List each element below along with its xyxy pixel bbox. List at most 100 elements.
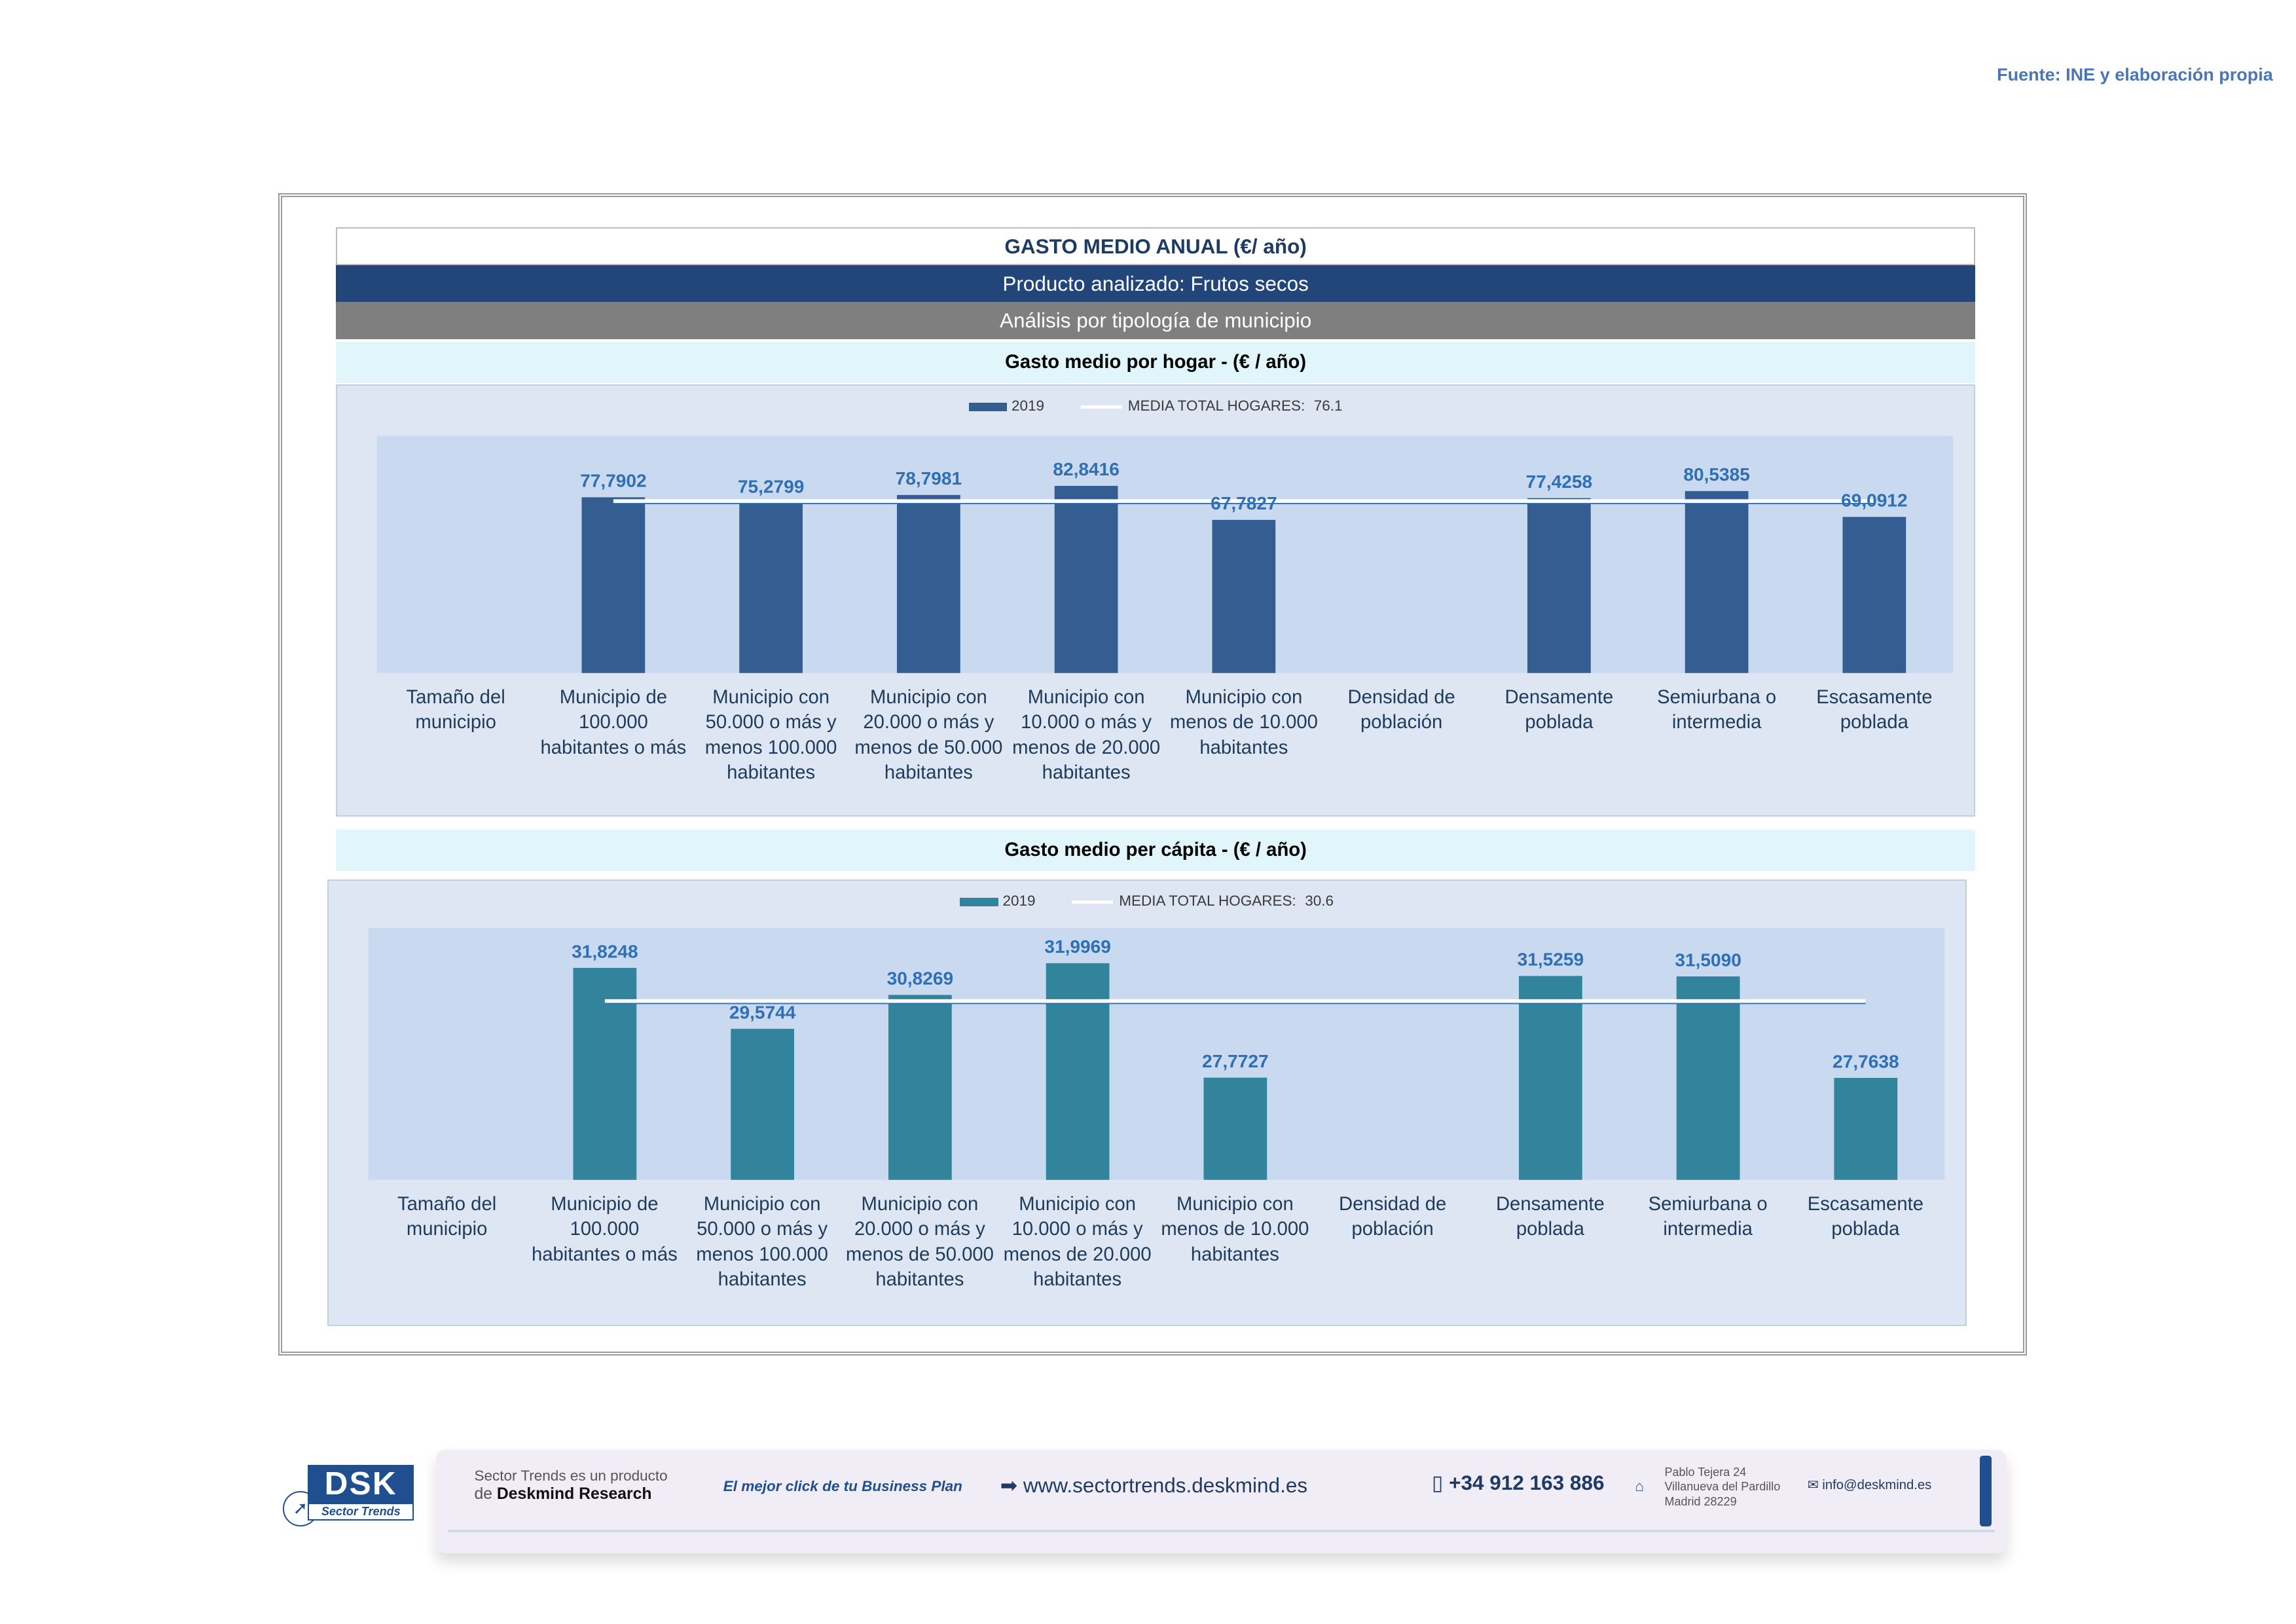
category-label-line: habitantes [1190, 1244, 1279, 1265]
category-label-line: 50.000 o más y [697, 1219, 828, 1240]
chart-household: 77,7902 75,2799 78,7981 82,8416 67,7827 77,42… [336, 384, 1976, 817]
legend-bar-swatch [968, 402, 1008, 412]
data-label: 27,7727 [1202, 1051, 1269, 1071]
footer-phone[interactable]: +34 912 163 886 [1449, 1470, 1605, 1494]
category-label: Densidad de población [1313, 1192, 1472, 1242]
category-label-line: Escasamente [1807, 1194, 1923, 1215]
bar [1842, 517, 1906, 673]
category-label-line: 100.000 [570, 1219, 640, 1240]
data-label: 69,0912 [1841, 490, 1908, 511]
category-label-line: Municipio de [551, 1194, 659, 1215]
category-label-line: menos de 20.000 [1003, 1244, 1152, 1265]
category-label: Municipio con 50.000 o más y menos 100.000… [691, 685, 850, 785]
chart-household-svg: 77,7902 75,2799 78,7981 82,8416 67,7827 77,42… [376, 435, 1954, 673]
footer-website[interactable]: www.sectortrends.deskmind.es [1023, 1473, 1308, 1497]
category-label: Tamaño del municipio [376, 685, 536, 735]
category-label-line: poblada [1840, 712, 1908, 733]
category-label-line: Municipio con [869, 687, 987, 708]
category-label-line: municipio [415, 712, 496, 733]
bar [1054, 486, 1118, 673]
category-label: Municipio con 20.000 o más y menos de 50.0… [849, 685, 1008, 785]
home-icon: ⌂ [1635, 1477, 1645, 1494]
category-label: Municipio con 10.000 o más y menos de 20.0… [998, 1192, 1157, 1292]
data-label: 67,7827 [1211, 493, 1277, 513]
data-label: 31,9969 [1044, 936, 1111, 957]
footer-product-prefix: de [474, 1485, 493, 1503]
data-label: 75,2799 [738, 477, 805, 497]
category-label-line: menos de 10.000 [1161, 1219, 1309, 1240]
website-row[interactable]: ➡ www.sectortrends.deskmind.es [1000, 1473, 1307, 1498]
category-label-line: menos de 10.000 [1169, 712, 1318, 733]
footer-address: Pablo Tejera 24 Villanueva del Pardillo … [1665, 1465, 1781, 1509]
category-label-line: Municipio de [559, 687, 667, 708]
footer-brand: Deskmind Research [496, 1485, 652, 1503]
category-label-line: poblada [1516, 1219, 1584, 1240]
footer-edge [1980, 1456, 1992, 1526]
data-label: 27,7638 [1832, 1052, 1899, 1072]
bar [739, 503, 803, 673]
category-label-line: Municipio con [703, 1194, 821, 1215]
report-title: GASTO MEDIO ANUAL (€/ año) [336, 227, 1976, 265]
category-label-line: población [1360, 712, 1443, 733]
category-label-line: 20.000 o más y [854, 1219, 985, 1240]
category-label-line: 100.000 [579, 712, 648, 733]
footer-product-line2: de Deskmind Research [475, 1485, 652, 1504]
category-label-line: habitantes [718, 1268, 807, 1290]
category-label: Semiurbana o intermedia [1637, 685, 1796, 735]
category-label: Municipio de 100.000 habitantes o más [525, 1192, 684, 1267]
category-label-line: población [1351, 1219, 1434, 1240]
category-label-line: habitantes o más [531, 1244, 678, 1265]
category-label-line: Municipio con [712, 687, 830, 708]
bar [888, 995, 952, 1180]
category-label-line: poblada [1525, 712, 1594, 733]
category-label-line: 10.000 o más y [1011, 1219, 1143, 1240]
category-label-line: habitantes [875, 1268, 964, 1290]
email-row[interactable]: ✉ info@deskmind.es [1808, 1477, 1932, 1493]
category-label: Densamente poblada [1470, 1192, 1630, 1242]
category-label-line: municipio [406, 1219, 488, 1240]
category-label: Escasamente poblada [1786, 1192, 1945, 1242]
legend-ref-name: MEDIA TOTAL HOGARES: [1127, 397, 1305, 415]
bar [1685, 491, 1749, 673]
category-label-line: Tamaño del [397, 1194, 497, 1215]
chart-household-legend: 2019 MEDIA TOTAL HOGARES: 76.1 [337, 397, 1974, 415]
category-label: Municipio con menos de 10.000 habitantes [1156, 1192, 1315, 1267]
category-label-line: Tamaño del [406, 687, 505, 708]
chart2-title: Gasto medio per cápita - (€ / año) [336, 829, 1976, 871]
category-label-line: menos de 50.000 [845, 1244, 994, 1265]
category-label-line: Municipio con [1027, 687, 1145, 708]
category-label-line: Municipio con [861, 1194, 979, 1215]
bar [1834, 1078, 1897, 1180]
legend-bar-swatch [960, 897, 998, 907]
report-frame [278, 193, 2027, 1356]
category-label-line: 20.000 o más y [863, 712, 994, 733]
legend-series-name: 2019 [1002, 893, 1036, 910]
mail-icon: ✉ [1807, 1477, 1819, 1492]
data-label: 30,8269 [886, 969, 953, 989]
data-label: 80,5385 [1683, 464, 1750, 485]
category-label-line: Semiurbana o [1648, 1194, 1768, 1215]
legend-series-name: 2019 [1011, 397, 1044, 415]
phone-icon: ▯ [1432, 1470, 1444, 1494]
bar [897, 495, 960, 673]
category-label-line: Densidad de [1347, 687, 1455, 708]
bar [1518, 976, 1582, 1180]
address-line: Pablo Tejera 24 [1664, 1465, 1747, 1479]
category-label-line: Municipio con [1185, 687, 1303, 708]
category-label-line: Densamente [1504, 687, 1614, 708]
category-label-line: habitantes [727, 762, 816, 783]
source-note: Fuente: INE y elaboración propia [1997, 65, 2273, 84]
phone-row[interactable]: ▯ +34 912 163 886 [1432, 1471, 1604, 1495]
category-label-line: habitantes [1199, 737, 1288, 758]
footer-email[interactable]: info@deskmind.es [1822, 1477, 1932, 1492]
category-label: Tamaño del municipio [367, 1192, 526, 1242]
category-label-line: menos 100.000 [696, 1244, 828, 1265]
data-label: 77,4258 [1526, 471, 1593, 492]
chart-percapita: 31,8248 29,5744 30,8269 31,9969 27,7727 31,52… [327, 879, 1967, 1326]
category-label-line: Municipio con [1176, 1194, 1294, 1215]
footer-slogan: El mejor click de tu Business Plan [723, 1477, 962, 1494]
category-label-line: Municipio con [1019, 1194, 1137, 1215]
category-label-line: habitantes [884, 762, 973, 783]
data-label: 77,7902 [580, 471, 647, 491]
category-label: Municipio con 20.000 o más y menos de 50.0… [840, 1192, 999, 1292]
